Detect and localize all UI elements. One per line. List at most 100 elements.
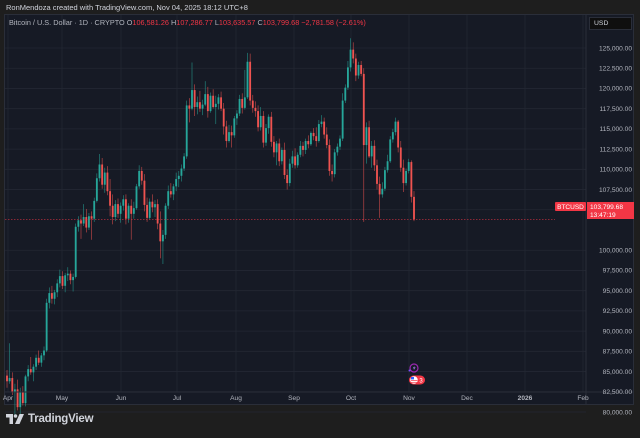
price-tick-label: 97,500.00 (603, 268, 633, 275)
candle (45, 302, 48, 351)
candle (193, 90, 196, 108)
us-flag-event-icon[interactable]: 3 (409, 375, 425, 385)
candle (88, 216, 90, 228)
candle (77, 220, 80, 227)
candle (154, 204, 156, 208)
candle (95, 178, 98, 201)
time-tick-label: Aug (230, 395, 242, 402)
candle (140, 170, 143, 181)
candle (249, 61, 252, 101)
time-tick-label: 2026 (518, 395, 533, 402)
candle (254, 107, 257, 112)
candle (365, 127, 368, 146)
symbol-title[interactable]: Bitcoin / U.S. Dollar · 1D · CRYPTO (9, 18, 125, 27)
candle (56, 283, 59, 293)
candle (127, 205, 130, 219)
candle (114, 204, 117, 218)
lightning-event-icon[interactable] (408, 363, 419, 373)
candle (265, 128, 267, 143)
candle (135, 186, 138, 209)
candle (201, 104, 204, 109)
candle (159, 223, 162, 242)
candle (259, 115, 262, 128)
time-axis: Apr May Jun Jul Aug Sep Oct Nov Dec 2026 Feb (3, 395, 589, 402)
candle (283, 149, 286, 175)
tradingview-logo-icon (6, 414, 24, 424)
candle (360, 64, 363, 74)
candle (103, 172, 106, 185)
candle (241, 98, 244, 108)
grid-lines (5, 15, 586, 413)
candle (302, 145, 304, 150)
svg-text:3: 3 (419, 379, 423, 385)
candle (143, 180, 146, 205)
candle (288, 163, 291, 184)
candle (85, 217, 88, 228)
time-tick-label: Sep (288, 395, 300, 402)
candle (74, 226, 77, 277)
candle (138, 170, 141, 187)
time-tick-label: Feb (577, 395, 589, 402)
candle (199, 102, 201, 109)
candle (183, 156, 185, 169)
candle (162, 234, 164, 242)
candle (109, 191, 111, 206)
candle (6, 375, 8, 382)
candle (333, 152, 336, 175)
candle (220, 97, 222, 109)
close-value: 103,799.68 (262, 18, 300, 27)
candle (315, 136, 318, 142)
candle (206, 94, 209, 112)
candle (175, 179, 178, 187)
candle (196, 102, 199, 108)
price-tick-label: 117,500.00 (599, 106, 632, 113)
candle (370, 145, 373, 157)
low-label: L (214, 18, 219, 27)
price-tick-label: 110,000.00 (599, 167, 632, 174)
candle (336, 146, 339, 153)
candle (246, 61, 249, 98)
price-tick-label: 95,000.00 (603, 288, 633, 295)
tag-price: 103,799.68 (590, 204, 623, 211)
candle (24, 376, 27, 404)
candle (347, 67, 349, 88)
tag-symbol: BTCUSD (557, 204, 584, 211)
tradingview-logo[interactable]: TradingView (6, 413, 94, 425)
price-axis: 125,000.00 122,500.00 120,000.00 117,500.00… (599, 45, 632, 416)
time-tick-label: Nov (403, 395, 415, 402)
candle (117, 204, 119, 214)
candle (11, 378, 14, 393)
price-tick-label: 120,000.00 (599, 86, 632, 93)
tradingview-brand: TradingView (28, 413, 94, 425)
candle (291, 156, 294, 164)
candle (51, 293, 53, 299)
candle (53, 292, 56, 299)
candle (310, 132, 312, 145)
candle (19, 391, 22, 408)
candle (304, 141, 307, 150)
candle (93, 200, 96, 219)
candle (204, 94, 207, 105)
candle (29, 369, 32, 373)
price-tick-label: 90,000.00 (603, 328, 633, 335)
candle (354, 58, 357, 76)
candle (106, 172, 109, 192)
candle (40, 355, 43, 363)
candle (125, 199, 127, 219)
candle (209, 95, 212, 112)
candle (262, 115, 265, 143)
candle (402, 167, 405, 184)
candle (362, 73, 365, 146)
candle (148, 201, 151, 218)
price-tick-label: 107,500.00 (599, 187, 632, 194)
candle (389, 139, 392, 162)
candle (275, 143, 278, 153)
candle (386, 161, 389, 171)
currency-selector[interactable]: USD (589, 17, 632, 30)
candle (61, 276, 64, 286)
candle (257, 111, 259, 128)
candle (27, 369, 30, 377)
candle (286, 174, 289, 184)
tag-countdown: 13:47:19 (590, 212, 616, 219)
